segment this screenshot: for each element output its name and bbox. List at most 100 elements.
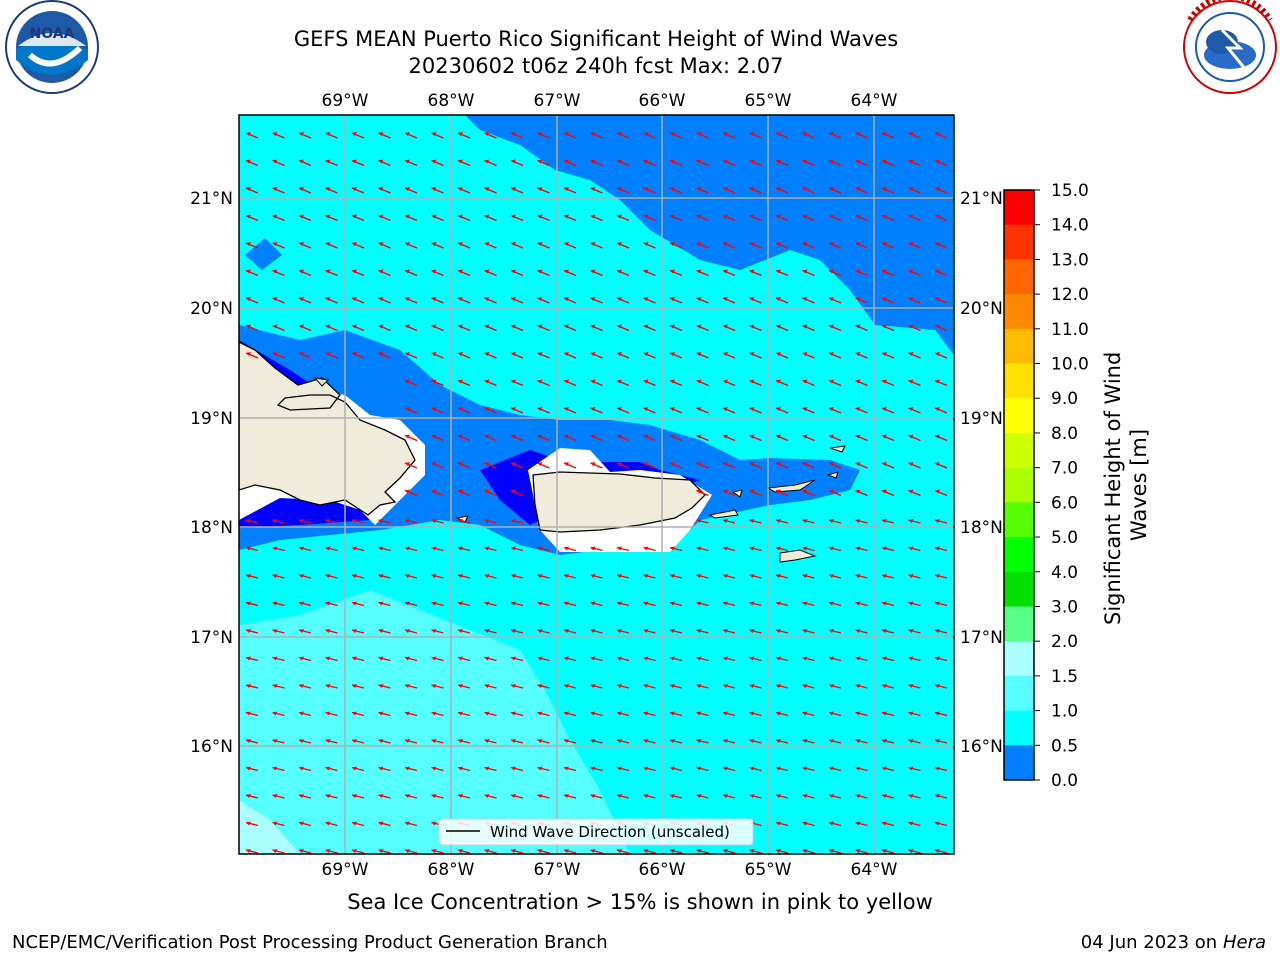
wind-arrow-head [723, 407, 728, 411]
wind-arrow-head [484, 489, 490, 494]
wind-arrow-head [564, 684, 569, 688]
wind-arrow-head [776, 379, 781, 384]
wind-arrow-head [776, 546, 781, 551]
wind-arrow-head [352, 821, 357, 826]
wind-arrow-head [855, 489, 861, 494]
wind-arrow-head [431, 242, 437, 246]
wind-arrow-head [855, 159, 861, 164]
wind-arrow-head [855, 656, 861, 661]
wind-arrow-head [325, 132, 331, 136]
wind-arrow-head [299, 629, 304, 633]
wind-arrow-head [272, 821, 278, 826]
wind-arrow-head [431, 297, 437, 301]
wind-arrow-head [643, 379, 649, 384]
wind-arrow-head [511, 214, 516, 219]
wind-arrow-head [458, 324, 463, 329]
wind-arrow-head [378, 601, 384, 606]
wind-arrow-head [829, 794, 834, 798]
wind-arrow-head [723, 546, 728, 551]
wind-arrow-head [802, 352, 808, 356]
wind-arrow-head [352, 794, 357, 798]
colorbar-tick-label: 3.0 [1051, 597, 1078, 617]
wind-arrow-head [378, 159, 384, 164]
wind-arrow-head [431, 489, 437, 494]
wind-arrow-head [723, 684, 728, 688]
wind-arrow-head [431, 132, 437, 136]
wind-arrow-head [246, 711, 251, 716]
wind-arrow-head [352, 214, 357, 219]
wind-arrow-head [511, 407, 516, 411]
wind-arrow-head [749, 269, 755, 274]
wind-arrow-head [431, 546, 437, 551]
wind-arrow-head [511, 519, 516, 523]
noaa-logo: NOAA [5, 0, 99, 94]
wind-arrow-head [511, 324, 516, 329]
wind-arrow-head [882, 489, 887, 494]
wind-arrow-head [935, 601, 940, 606]
wind-arrow-head [935, 574, 940, 578]
wind-arrow-head [590, 269, 596, 274]
wind-arrow-head [458, 601, 463, 606]
wind-arrow-head [908, 849, 914, 853]
wind-arrow-head [723, 434, 728, 439]
colorbar-tick-label: 1.5 [1051, 667, 1078, 687]
wind-arrow-head [246, 242, 251, 246]
wind-arrow-head [299, 324, 304, 329]
wind-arrow-head [749, 656, 755, 661]
wind-arrow-head [325, 629, 331, 633]
wind-arrow-head [749, 352, 755, 356]
wind-arrow-head [458, 794, 463, 798]
wind-arrow-head [590, 656, 596, 661]
wind-arrow-head [829, 656, 834, 661]
colorbar-segment [1004, 675, 1034, 712]
wind-arrow-head [405, 739, 410, 743]
wind-arrow-head [855, 269, 861, 274]
wind-arrow-head [855, 407, 861, 411]
wind-arrow-head [723, 629, 728, 633]
wind-arrow-head [696, 462, 702, 466]
wind-arrow-head [776, 324, 781, 329]
wind-arrow-head [802, 519, 808, 523]
wind-arrow-head [272, 629, 278, 633]
wind-arrow-head [458, 489, 463, 494]
wind-arrow-head [511, 187, 516, 191]
wind-arrow-head [405, 214, 410, 219]
wind-arrow-head [908, 821, 914, 826]
wind-arrow-head [272, 132, 278, 136]
wind-arrow-head [246, 849, 251, 853]
wind-arrow-head [405, 629, 410, 633]
wind-arrow-head [670, 656, 675, 661]
legend-label: Wind Wave Direction (unscaled) [490, 823, 730, 841]
wind-arrow-head [935, 379, 940, 384]
wind-arrow-head [908, 574, 914, 578]
wind-arrow-head [829, 574, 834, 578]
wind-arrow-head [723, 766, 728, 771]
wind-arrow-head [590, 379, 596, 384]
wind-arrow-head [405, 711, 410, 716]
wind-arrow-head [431, 849, 437, 853]
wind-arrow-head [537, 656, 543, 661]
wind-arrow-head [749, 187, 755, 191]
wind-arrow-head [670, 739, 675, 743]
wind-arrow-head [246, 297, 251, 301]
wind-arrow-head [405, 297, 410, 301]
wind-arrow-head [378, 629, 384, 633]
wind-arrow-head [352, 132, 357, 136]
wind-arrow-head [352, 159, 357, 164]
wind-arrow-head [908, 739, 914, 743]
wind-arrow-head [564, 766, 569, 771]
wind-arrow-head [749, 407, 755, 411]
colorbar-segment [1004, 571, 1034, 607]
wind-arrow-head [246, 821, 251, 826]
wind-arrow-head [643, 407, 649, 411]
wind-arrow-head [935, 462, 940, 466]
wind-arrow-head [537, 739, 543, 743]
wind-arrow-head [696, 434, 702, 439]
wind-arrow-head [458, 297, 463, 301]
wind-arrow-head [325, 187, 331, 191]
wind-arrow-head [802, 489, 808, 494]
wind-arrow-head [458, 187, 463, 191]
wind-arrow-head [352, 574, 357, 578]
wind-arrow-head [829, 821, 834, 826]
wind-arrow-head [299, 546, 304, 551]
